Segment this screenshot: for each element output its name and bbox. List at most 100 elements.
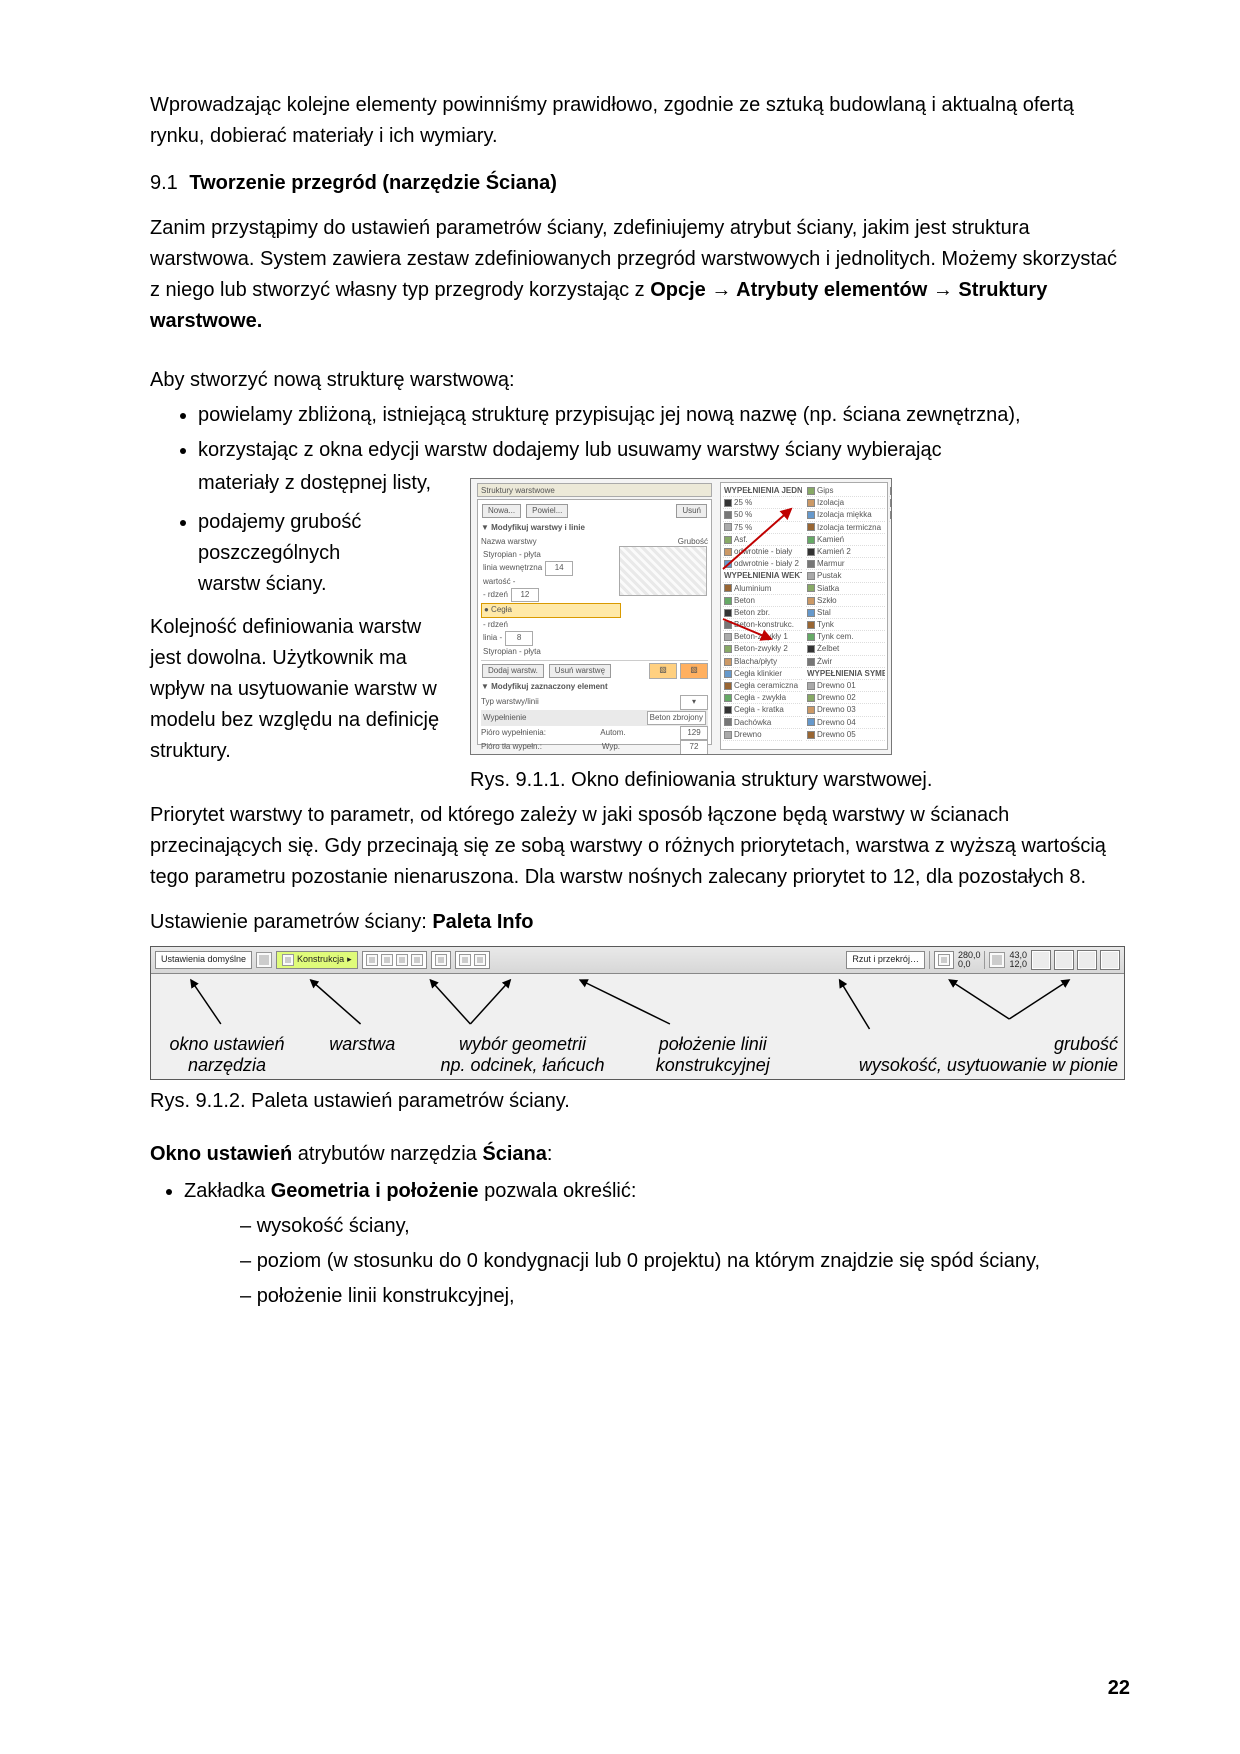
refline-selector-1[interactable]: [431, 951, 451, 969]
dialog-titlebar: Struktury warstwowe: [477, 483, 712, 497]
height-icon-group[interactable]: [934, 951, 954, 969]
field-fill[interactable]: Beton zbrojony: [647, 711, 706, 725]
geometry-selector[interactable]: [362, 951, 427, 969]
material-item[interactable]: Beton-zwykły 2: [723, 643, 802, 655]
material-item[interactable]: Izolacja termiczna: [806, 522, 885, 534]
material-item[interactable]: odwrotnie - biały: [723, 546, 802, 558]
material-item[interactable]: Beton zbr.: [723, 607, 802, 619]
layer-row-1: Styropian - płyta: [483, 549, 541, 561]
material-item[interactable]: Izolacja miękka: [806, 509, 885, 521]
b2-lead-plain: Zakładka: [184, 1180, 271, 1202]
thickness-value-2[interactable]: 12,0: [1009, 960, 1027, 969]
paragraph-3: Aby stworzyć nową strukturę warstwową:: [150, 365, 1130, 396]
material-item[interactable]: Blacha/płyty: [723, 656, 802, 668]
annotation-arrows: [151, 974, 1124, 1034]
field-priority[interactable]: 12: [511, 588, 539, 602]
btn-add-layer[interactable]: Dodaj warstw.: [482, 664, 544, 678]
material-item[interactable]: Marmur: [806, 558, 885, 570]
sublist-1: wysokość ściany,: [240, 1211, 1130, 1242]
material-item[interactable]: Izolacja 02: [889, 497, 892, 509]
thickness-icon[interactable]: [989, 952, 1005, 968]
material-item[interactable]: Drewno 03: [806, 704, 885, 716]
material-item[interactable]: Tynk: [806, 619, 885, 631]
material-item[interactable]: Szkło: [806, 595, 885, 607]
color-chip-1[interactable]: ▧: [649, 663, 677, 679]
material-item[interactable]: odwrotnie - biały 2: [723, 558, 802, 570]
btn-new[interactable]: Nowa...: [482, 504, 521, 518]
material-item[interactable]: Kamień 2: [806, 546, 885, 558]
btn-remove-layer[interactable]: Usuń warstwę: [549, 664, 611, 678]
material-item[interactable]: Drewno 02: [806, 692, 885, 704]
material-item[interactable]: Cegła - zwykła: [723, 692, 802, 704]
height-value-2[interactable]: 0,0: [958, 960, 981, 969]
refline-selector-2[interactable]: [455, 951, 490, 969]
structure-icon-3[interactable]: [1077, 950, 1097, 970]
material-item[interactable]: Kamień: [806, 534, 885, 546]
material-item[interactable]: Dachówka: [723, 717, 802, 729]
layer-row-5: - rdzeń: [483, 619, 508, 631]
geom-icon-2: [381, 954, 393, 966]
btn-duplicate[interactable]: Powiel...: [526, 504, 568, 518]
material-item[interactable]: Gips: [806, 485, 885, 497]
structure-icon-2[interactable]: [1054, 950, 1074, 970]
material-item[interactable]: Drewno 05: [806, 729, 885, 741]
bullet-1: powielamy zbliżoną, istniejącą strukturę…: [198, 400, 1130, 431]
materials-list: WYPEŁNIENIA JEDNOLITE 25 %50 %75 %Asf.od…: [720, 482, 888, 750]
field-pen2[interactable]: 72: [680, 740, 708, 754]
material-item[interactable]: Siatka: [806, 583, 885, 595]
val-auto: Autom.: [600, 727, 625, 739]
field-thick-1[interactable]: 14: [545, 561, 573, 575]
bullet-list-1: powielamy zbliżoną, istniejącą strukturę…: [150, 400, 1130, 466]
btn-default-settings[interactable]: Ustawienia domyślne: [155, 951, 252, 969]
field-pen1[interactable]: 129: [680, 726, 708, 740]
material-item[interactable]: 25 %: [723, 497, 802, 509]
material-item[interactable]: Izolacja 01: [889, 485, 892, 497]
section-number: 9.1: [150, 172, 178, 194]
intro-paragraph: Wprowadzając kolejne elementy powinniśmy…: [150, 90, 1130, 152]
material-item[interactable]: Beton-konstrukc.: [723, 619, 802, 631]
layer-selector[interactable]: Konstrukcja ▸: [276, 951, 358, 969]
field-type[interactable]: ▾: [680, 695, 708, 709]
material-item[interactable]: Cegła klinkier: [723, 668, 802, 680]
material-item[interactable]: Beton: [723, 595, 802, 607]
layer-row-7: Styropian - płyta: [483, 646, 541, 658]
structure-icon-4[interactable]: [1100, 950, 1120, 970]
material-item[interactable]: Żelbet: [806, 643, 885, 655]
btn-delete[interactable]: Usuń: [676, 504, 707, 518]
material-item[interactable]: Asf.: [723, 534, 802, 546]
bullet-2a: korzystając z okna edycji warstw dodajem…: [198, 439, 942, 461]
label-okno-ustawien: okno ustawieńnarzędzia: [157, 1034, 297, 1075]
material-item[interactable]: Drewno 01: [806, 680, 885, 692]
material-item[interactable]: Aluminium: [723, 583, 802, 595]
material-item[interactable]: 75 %: [723, 522, 802, 534]
color-chip-2[interactable]: ▧: [680, 663, 708, 679]
p6-mid: atrybutów narzędzia: [292, 1143, 482, 1165]
material-item[interactable]: Cegła ceramiczna: [723, 680, 802, 692]
layer-row-3: wartość -: [483, 576, 515, 588]
material-item[interactable]: Drewno: [723, 729, 802, 741]
btn-rzut[interactable]: Rzut i przekrój…: [846, 951, 925, 969]
figure-9-1-2: Ustawienia domyślne Konstrukcja ▸ Rzut i…: [150, 946, 1125, 1080]
geom-icon-4: [411, 954, 423, 966]
material-item[interactable]: Pustak: [806, 570, 885, 582]
section-heading: 9.1 Tworzenie przegród (narzędzie Ściana…: [150, 168, 1130, 199]
material-item[interactable]: 50 %: [723, 509, 802, 521]
lbl-name: Nazwa warstwy: [481, 536, 537, 548]
sublist-2: poziom (w stosunku do 0 kondygnacji lub …: [240, 1246, 1130, 1277]
material-item[interactable]: Żwir: [806, 656, 885, 668]
material-item[interactable]: Drewno 04: [806, 717, 885, 729]
material-item[interactable]: Stal: [806, 607, 885, 619]
material-item[interactable]: Stal: [889, 509, 892, 521]
selected-layer-row[interactable]: ● Cegła: [481, 603, 621, 617]
material-item[interactable]: Tynk cem.: [806, 631, 885, 643]
material-item[interactable]: Cegła - kratka: [723, 704, 802, 716]
material-item[interactable]: Izolacja: [806, 497, 885, 509]
page-number: 22: [1108, 1673, 1130, 1704]
field-thick-2[interactable]: 8: [505, 631, 533, 645]
structure-icon-1[interactable]: [1031, 950, 1051, 970]
material-item[interactable]: Beton-zwykły 1: [723, 631, 802, 643]
lbl-pen2: Pióro tła wypełn.:: [481, 741, 542, 753]
layer-row-4: - rdzeń: [483, 589, 508, 601]
bullet-2b: materiały z dostępnej listy,: [150, 468, 450, 499]
wall-tool-icon[interactable]: [256, 952, 272, 968]
